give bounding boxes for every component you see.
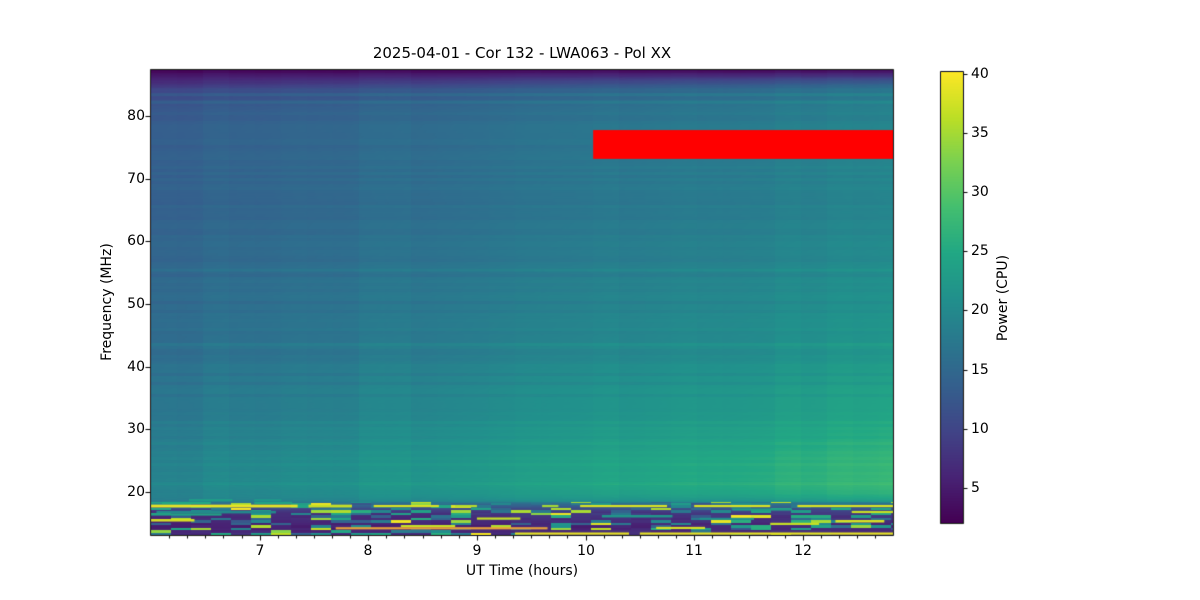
y-tick-label: 70 bbox=[127, 171, 145, 187]
x-axis-label: UT Time (hours) bbox=[465, 563, 579, 579]
y-tick-label: 40 bbox=[127, 359, 145, 375]
x-tick-label: 11 bbox=[685, 543, 703, 559]
colorbar-tick-label: 20 bbox=[971, 302, 989, 318]
y-tick-label: 30 bbox=[127, 421, 145, 437]
colorbar-tick-label: 15 bbox=[971, 362, 989, 378]
x-tick-label: 9 bbox=[472, 543, 482, 559]
colorbar-tick-label: 35 bbox=[971, 125, 989, 141]
colorbar-tick-label: 10 bbox=[971, 421, 989, 437]
x-tick-label: 7 bbox=[255, 543, 265, 559]
y-tick-label: 60 bbox=[127, 233, 145, 249]
x-tick-label: 12 bbox=[794, 543, 812, 559]
x-tick-label: 10 bbox=[577, 543, 595, 559]
plot-title: 2025-04-01 - Cor 132 - LWA063 - Pol XX bbox=[372, 44, 672, 62]
colorbar-tick-label: 30 bbox=[971, 184, 989, 200]
y-tick-label: 50 bbox=[127, 296, 145, 312]
colorbar-tick-label: 5 bbox=[971, 480, 980, 496]
colorbar-tick-label: 25 bbox=[971, 243, 989, 259]
colorbar-tick-label: 40 bbox=[971, 66, 989, 82]
x-tick-label: 8 bbox=[363, 543, 373, 559]
y-tick-label: 80 bbox=[127, 108, 145, 124]
y-tick-label: 20 bbox=[127, 484, 145, 500]
